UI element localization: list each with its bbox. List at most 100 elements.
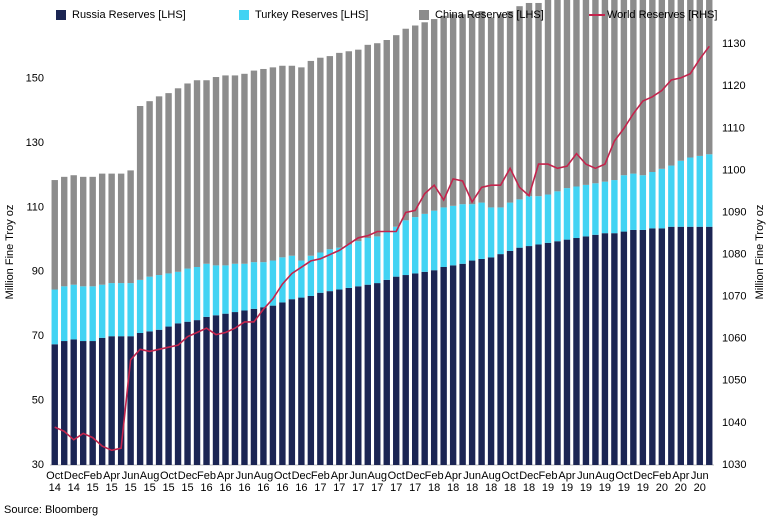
bar bbox=[108, 283, 115, 337]
bar bbox=[506, 250, 514, 465]
bar bbox=[544, 194, 552, 243]
bar bbox=[193, 80, 201, 267]
bar bbox=[231, 263, 239, 313]
bar bbox=[554, 241, 561, 465]
x-tick-label: Aug 15 bbox=[139, 470, 160, 494]
bar bbox=[649, 172, 656, 229]
legend-swatch bbox=[239, 10, 249, 20]
bar bbox=[288, 65, 296, 256]
bar bbox=[421, 213, 428, 272]
bar bbox=[307, 60, 315, 256]
y2-tick-label: 1040 bbox=[722, 417, 746, 429]
x-tick-label: Dec 17 bbox=[405, 470, 425, 494]
bar bbox=[592, 234, 599, 465]
bar bbox=[231, 312, 239, 465]
bar bbox=[288, 299, 296, 465]
legend-swatch bbox=[419, 10, 429, 20]
bar bbox=[449, 265, 457, 465]
bar bbox=[459, 263, 466, 465]
x-tick-label: Jun 17 bbox=[349, 470, 368, 494]
bar bbox=[468, 260, 476, 465]
x-tick-label: Oct 19 bbox=[615, 470, 633, 494]
bar bbox=[127, 283, 134, 337]
bar bbox=[155, 96, 163, 276]
bar bbox=[440, 266, 447, 465]
bar bbox=[155, 275, 163, 330]
bar bbox=[260, 307, 267, 465]
bar bbox=[573, 0, 580, 187]
bar bbox=[582, 184, 590, 237]
y2-tick-label: 1080 bbox=[722, 249, 746, 261]
bar bbox=[706, 226, 713, 465]
bar bbox=[696, 0, 703, 156]
y2-tick-label: 1030 bbox=[722, 459, 746, 471]
x-tick-label: Aug 19 bbox=[595, 470, 615, 494]
bar bbox=[544, 242, 552, 465]
bar bbox=[592, 183, 599, 235]
bar bbox=[203, 316, 210, 465]
bar bbox=[468, 14, 476, 205]
x-tick-label: Apr 18 bbox=[444, 470, 462, 494]
bar bbox=[620, 0, 628, 176]
y-tick-label: 110 bbox=[26, 201, 44, 213]
bar bbox=[393, 276, 400, 465]
bar bbox=[601, 233, 609, 465]
bar bbox=[345, 287, 352, 465]
bar bbox=[80, 176, 87, 287]
bar bbox=[487, 207, 495, 258]
bar bbox=[184, 321, 191, 465]
bar bbox=[497, 207, 504, 255]
y2-tick-label: 1130 bbox=[722, 38, 746, 50]
bar bbox=[658, 168, 666, 229]
x-tick-label: Apr 16 bbox=[216, 470, 235, 494]
legend-label: Russia Reserves [LHS] bbox=[72, 9, 186, 21]
bar bbox=[165, 93, 172, 274]
y2-tick-label: 1090 bbox=[722, 206, 746, 218]
x-tick-label: Jun 16 bbox=[235, 470, 254, 494]
bar bbox=[70, 175, 77, 285]
line bbox=[54, 45, 710, 452]
bar bbox=[298, 297, 305, 465]
bar bbox=[184, 83, 191, 269]
bar bbox=[336, 247, 343, 290]
bar bbox=[468, 204, 476, 261]
bar bbox=[506, 11, 514, 203]
bar bbox=[554, 191, 561, 242]
bar bbox=[127, 336, 134, 465]
bar bbox=[222, 313, 229, 465]
bar bbox=[630, 173, 637, 230]
y2-tick-label: 1070 bbox=[722, 291, 746, 303]
bar bbox=[706, 0, 713, 155]
bar bbox=[421, 271, 428, 465]
y2-tick-label: 1120 bbox=[722, 80, 746, 92]
bar bbox=[668, 226, 675, 465]
bar bbox=[146, 331, 153, 465]
legend-label: Turkey Reserves [LHS] bbox=[255, 9, 368, 21]
bar bbox=[364, 284, 371, 465]
bar bbox=[687, 226, 694, 465]
bar bbox=[696, 155, 703, 227]
x-tick-label: Oct 14 bbox=[46, 470, 64, 494]
bar bbox=[231, 75, 239, 264]
x-tick-label: Jun 20 bbox=[690, 470, 709, 494]
bar bbox=[696, 226, 703, 465]
bar bbox=[430, 270, 438, 465]
x-tick-label: Dec 15 bbox=[177, 470, 198, 494]
x-tick-label: Apr 17 bbox=[330, 470, 348, 494]
bar bbox=[649, 228, 656, 465]
bar bbox=[620, 175, 628, 232]
bar bbox=[364, 44, 371, 239]
bar bbox=[80, 341, 87, 465]
bar bbox=[687, 157, 694, 227]
bar bbox=[279, 65, 286, 258]
source: Source: Bloomberg bbox=[4, 504, 98, 516]
bar bbox=[658, 228, 666, 465]
bar bbox=[563, 0, 571, 189]
bar bbox=[317, 292, 324, 465]
bar bbox=[440, 207, 447, 267]
bar bbox=[345, 51, 352, 245]
x-tick-label: Jun 19 bbox=[577, 470, 595, 494]
bar bbox=[677, 0, 684, 161]
bar bbox=[668, 165, 675, 227]
